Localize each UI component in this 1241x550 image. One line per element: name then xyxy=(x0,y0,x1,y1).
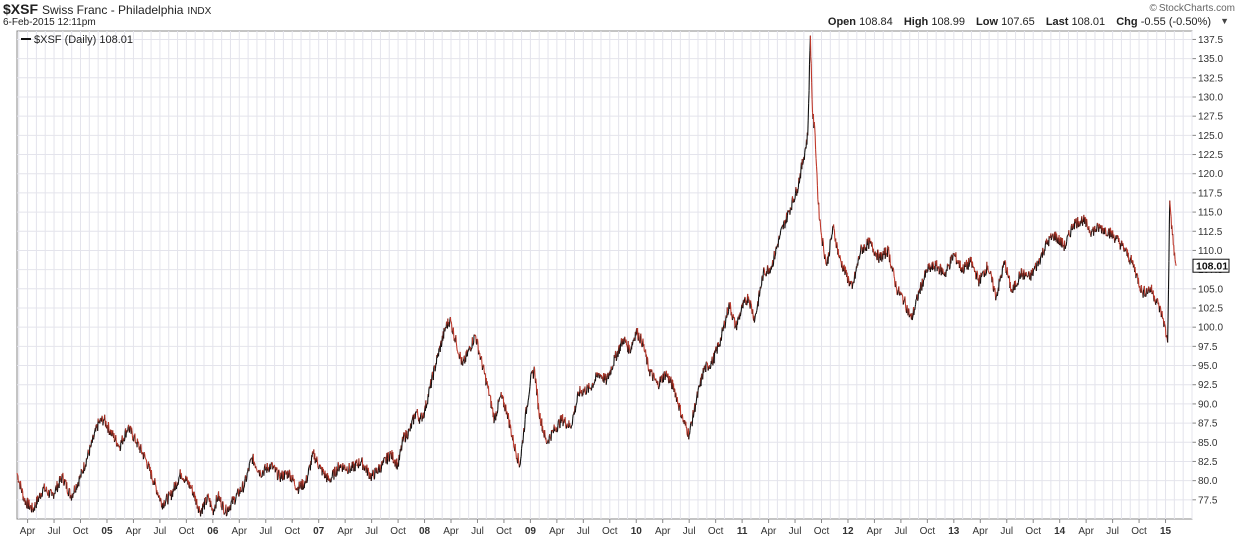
y-tick-label: 80.0 xyxy=(1198,476,1218,487)
price-chart: 77.5 80.0 82.5 85.0 87.5 90.0 92.5 95.0 97.5 100.… xyxy=(16,30,1230,537)
x-tick-label: 06 xyxy=(207,526,219,537)
x-tick-label: Apr xyxy=(126,526,142,537)
x-tick-label: Apr xyxy=(443,526,459,537)
x-tick-label: Apr xyxy=(549,526,565,537)
y-tick-label: 92.5 xyxy=(1198,380,1218,391)
y-tick-label: 112.5 xyxy=(1198,227,1223,238)
instrument-name: Swiss Franc - Philadelphia xyxy=(42,3,184,17)
y-tick-label: 110.0 xyxy=(1198,246,1223,257)
x-tick-label: Oct xyxy=(1025,526,1041,537)
x-tick-label: Jul xyxy=(471,526,484,537)
x-tick-label: 10 xyxy=(631,526,643,537)
low-label: Low xyxy=(976,16,999,28)
x-tick-label: Jul xyxy=(577,526,590,537)
x-tick-label: Jul xyxy=(154,526,167,537)
chg-value: -0.55 (-0.50%) xyxy=(1140,16,1211,28)
chg-label: Chg xyxy=(1116,16,1138,28)
x-tick-label: Apr xyxy=(973,526,989,537)
y-tick-label: 127.5 xyxy=(1198,112,1223,123)
x-tick-label: Oct xyxy=(179,526,195,537)
chart-datetime: 6-Feb-2015 12:11pm xyxy=(3,17,96,28)
x-tick-label: Apr xyxy=(867,526,883,537)
y-tick-label: 122.5 xyxy=(1198,150,1223,161)
caret-down-icon[interactable]: ▼ xyxy=(1220,16,1229,26)
open-value: 108.84 xyxy=(859,16,893,28)
x-tick-label: Apr xyxy=(1078,526,1094,537)
x-tick-label: Jul xyxy=(789,526,802,537)
symbol: $XSF xyxy=(3,1,39,17)
chart-title: $XSF Swiss Franc - Philadelphia INDX xyxy=(3,1,211,17)
y-tick-label: 130.0 xyxy=(1198,92,1223,103)
price-line-segment xyxy=(1175,263,1177,266)
x-tick-label: Apr xyxy=(655,526,671,537)
y-tick-label: 120.0 xyxy=(1198,169,1223,180)
x-tick-label: Oct xyxy=(920,526,936,537)
y-tick-label: 97.5 xyxy=(1198,342,1218,353)
y-tick-label: 85.0 xyxy=(1198,438,1218,449)
y-tick-label: 132.5 xyxy=(1198,73,1223,84)
y-tick-label: 137.5 xyxy=(1198,35,1223,46)
x-tick-label: Oct xyxy=(814,526,830,537)
x-tick-label: Oct xyxy=(73,526,89,537)
x-tick-label: Jul xyxy=(683,526,696,537)
x-tick-label: 11 xyxy=(737,526,748,537)
legend-label: $XSF (Daily) 108.01 xyxy=(34,34,133,46)
x-tick-label: Jul xyxy=(48,526,61,537)
x-tick-label: Apr xyxy=(761,526,777,537)
source-label: StockCharts.com xyxy=(1158,3,1235,14)
y-tick-label: 90.0 xyxy=(1198,399,1218,410)
x-tick-label: 07 xyxy=(313,526,325,537)
last-label: Last xyxy=(1045,16,1069,28)
x-tick-label: Oct xyxy=(390,526,406,537)
y-tick-label: 117.5 xyxy=(1198,188,1223,199)
y-tick-label: 115.0 xyxy=(1198,208,1223,219)
x-tick-label: 13 xyxy=(948,526,960,537)
x-tick-label: Jul xyxy=(894,526,907,537)
ohlc-bar: Open 108.84 High 108.99 Low 107.65 Last … xyxy=(827,16,1229,28)
x-tick-label: 15 xyxy=(1160,526,1172,537)
y-tick-label: 82.5 xyxy=(1198,457,1218,468)
x-tick-label: Jul xyxy=(1000,526,1013,537)
y-tick-label: 102.5 xyxy=(1198,303,1223,314)
source-credit[interactable]: © StockCharts.com xyxy=(1149,3,1235,14)
high-value: 108.99 xyxy=(931,16,965,28)
x-tick-label: Apr xyxy=(232,526,248,537)
x-tick-label: 05 xyxy=(101,526,113,537)
price-line-segment xyxy=(1174,259,1177,264)
x-tick-label: Oct xyxy=(284,526,300,537)
y-tick-label: 95.0 xyxy=(1198,361,1218,372)
x-tick-label: Apr xyxy=(337,526,353,537)
last-value-label: 108.01 xyxy=(1196,261,1228,273)
y-tick-label: 100.0 xyxy=(1198,323,1223,334)
high-label: High xyxy=(903,16,929,28)
y-tick-label: 105.0 xyxy=(1198,284,1223,295)
x-tick-label: 08 xyxy=(419,526,431,537)
x-tick-label: 12 xyxy=(842,526,854,537)
low-value: 107.65 xyxy=(1001,16,1035,28)
copyright-icon: © xyxy=(1149,3,1157,14)
y-tick-label: 135.0 xyxy=(1198,54,1223,65)
open-label: Open xyxy=(827,16,857,28)
last-value: 108.01 xyxy=(1071,16,1106,28)
y-tick-label: 125.0 xyxy=(1198,131,1223,142)
x-tick-label: Oct xyxy=(602,526,618,537)
last-value-box xyxy=(1192,258,1230,273)
x-tick-label: 14 xyxy=(1054,526,1066,537)
x-tick-label: Jul xyxy=(365,526,378,537)
x-tick-label: Oct xyxy=(496,526,512,537)
x-tick-label: 09 xyxy=(525,526,537,537)
y-tick-label: 77.5 xyxy=(1198,495,1218,506)
x-tick-label: Jul xyxy=(259,526,272,537)
x-tick-label: Jul xyxy=(1106,526,1119,537)
y-tick-label: 87.5 xyxy=(1198,419,1218,430)
x-tick-label: Apr xyxy=(20,526,36,537)
x-tick-label: Oct xyxy=(1131,526,1147,537)
exchange: INDX xyxy=(187,6,212,17)
x-tick-label: Oct xyxy=(708,526,724,537)
